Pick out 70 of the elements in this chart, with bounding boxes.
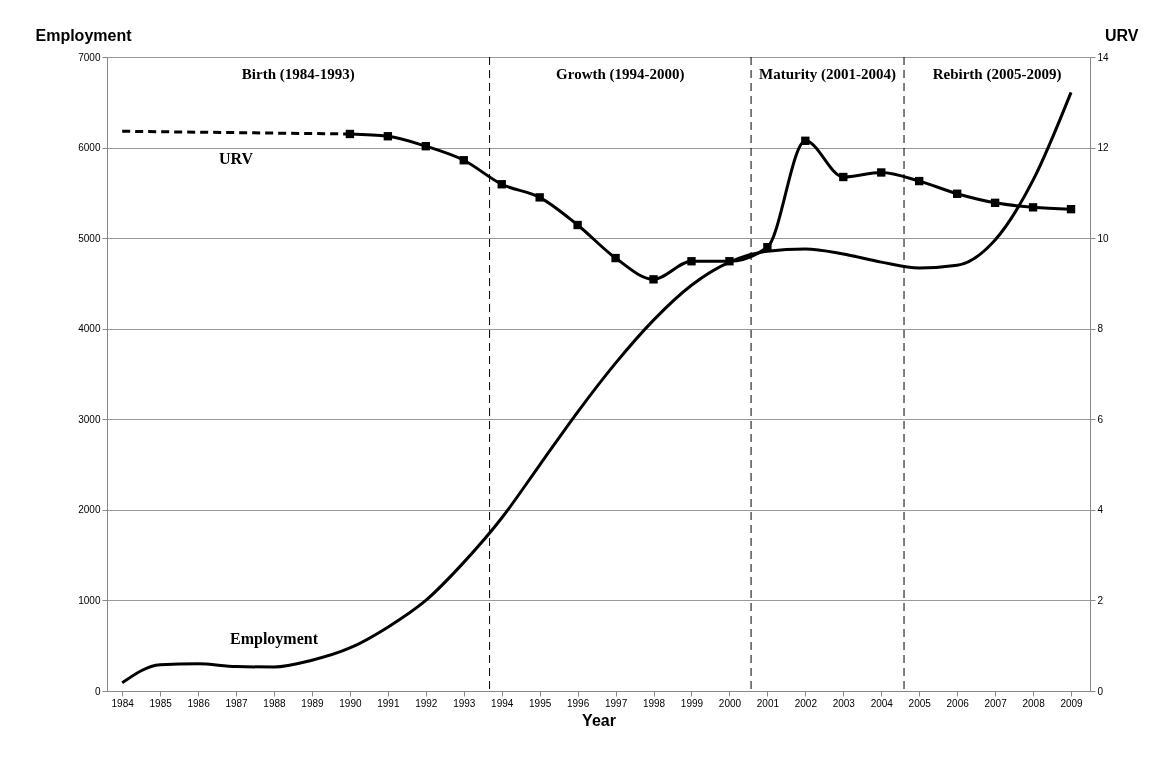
y-tick-label: 2000: [78, 504, 101, 516]
x-axis-title: Year: [582, 711, 616, 729]
point: [383, 132, 393, 141]
annotation: Birth (1984-1993): [241, 66, 355, 83]
x-tick-label: 2007: [984, 697, 1008, 709]
x-tick-label: 2001: [756, 697, 780, 709]
x-tick-label: 1999: [680, 697, 704, 709]
x-tick-label: 1993: [453, 697, 476, 709]
series-label: Employment: [230, 630, 319, 648]
x-tick-label: 2005: [908, 697, 932, 709]
point: [801, 136, 810, 145]
x-tick-label: 2008: [1022, 697, 1046, 709]
x-tick-label: 1992: [415, 697, 438, 709]
point: [990, 198, 1000, 207]
x-tick-label: 2002: [794, 697, 818, 709]
x-tick-label: 1991: [377, 697, 400, 709]
y-tick-label: 7000: [78, 51, 101, 63]
y2-tick-label: 8: [1097, 323, 1104, 335]
point: [535, 193, 544, 202]
point: [877, 168, 886, 177]
point: [952, 189, 962, 198]
point: [459, 156, 468, 165]
annotation: Growth (1994-2000): [556, 66, 685, 83]
x-tick-label: 1989: [301, 697, 325, 709]
x-tick-label: 1987: [225, 697, 249, 709]
x-tick-label: 1984: [111, 697, 135, 709]
series-label: URV: [218, 149, 254, 167]
y2-tick-label: 6: [1097, 413, 1104, 425]
point: [1028, 203, 1038, 212]
y2-axis-title: URV: [1105, 26, 1139, 44]
x-tick-label: 2009: [1060, 697, 1084, 709]
y-tick-label: 1000: [78, 594, 101, 606]
point: [1066, 204, 1076, 214]
x-tick-label: 1998: [642, 697, 666, 709]
point: [839, 172, 848, 182]
point: [687, 257, 696, 266]
y2-tick-label: 10: [1097, 232, 1110, 244]
point: [345, 129, 355, 139]
y2-tick-label: 12: [1097, 142, 1110, 154]
x-tick-label: 1985: [149, 697, 173, 709]
annotation: Rebirth (2005-2009): [932, 66, 1062, 83]
x-tick-label: 1986: [187, 697, 211, 709]
y2-tick-label: 14: [1097, 51, 1110, 63]
y2-tick-label: 2: [1097, 594, 1104, 606]
x-tick-label: 2000: [718, 697, 742, 709]
x-tick-label: 2004: [870, 697, 894, 709]
point: [611, 253, 620, 263]
point: [497, 180, 506, 189]
point: [649, 275, 658, 284]
x-tick-label: 1996: [567, 697, 590, 709]
annotation: Maturity (2001-2004): [759, 66, 897, 83]
y-axis-title: Employment: [35, 26, 133, 44]
x-tick-label: 2006: [946, 697, 970, 709]
y-tick-label: 4000: [78, 323, 101, 335]
x-tick-label: 1990: [339, 697, 362, 709]
point: [915, 176, 924, 186]
point: [725, 257, 734, 266]
x-tick-label: 2003: [832, 697, 856, 709]
x-tick-label: 1997: [604, 697, 628, 709]
y-tick-label: 5000: [78, 232, 101, 244]
y-tick-label: 0: [94, 685, 101, 697]
x-tick-label: 1988: [263, 697, 287, 709]
y-tick-label: 6000: [78, 142, 101, 154]
x-tick-label: 1995: [529, 697, 552, 709]
y2-tick-label: 0: [1097, 685, 1104, 697]
y-tick-label: 3000: [78, 413, 101, 425]
point: [573, 220, 582, 230]
x-tick-label: 1994: [491, 697, 514, 709]
point: [421, 142, 430, 151]
y2-tick-label: 4: [1097, 504, 1104, 516]
